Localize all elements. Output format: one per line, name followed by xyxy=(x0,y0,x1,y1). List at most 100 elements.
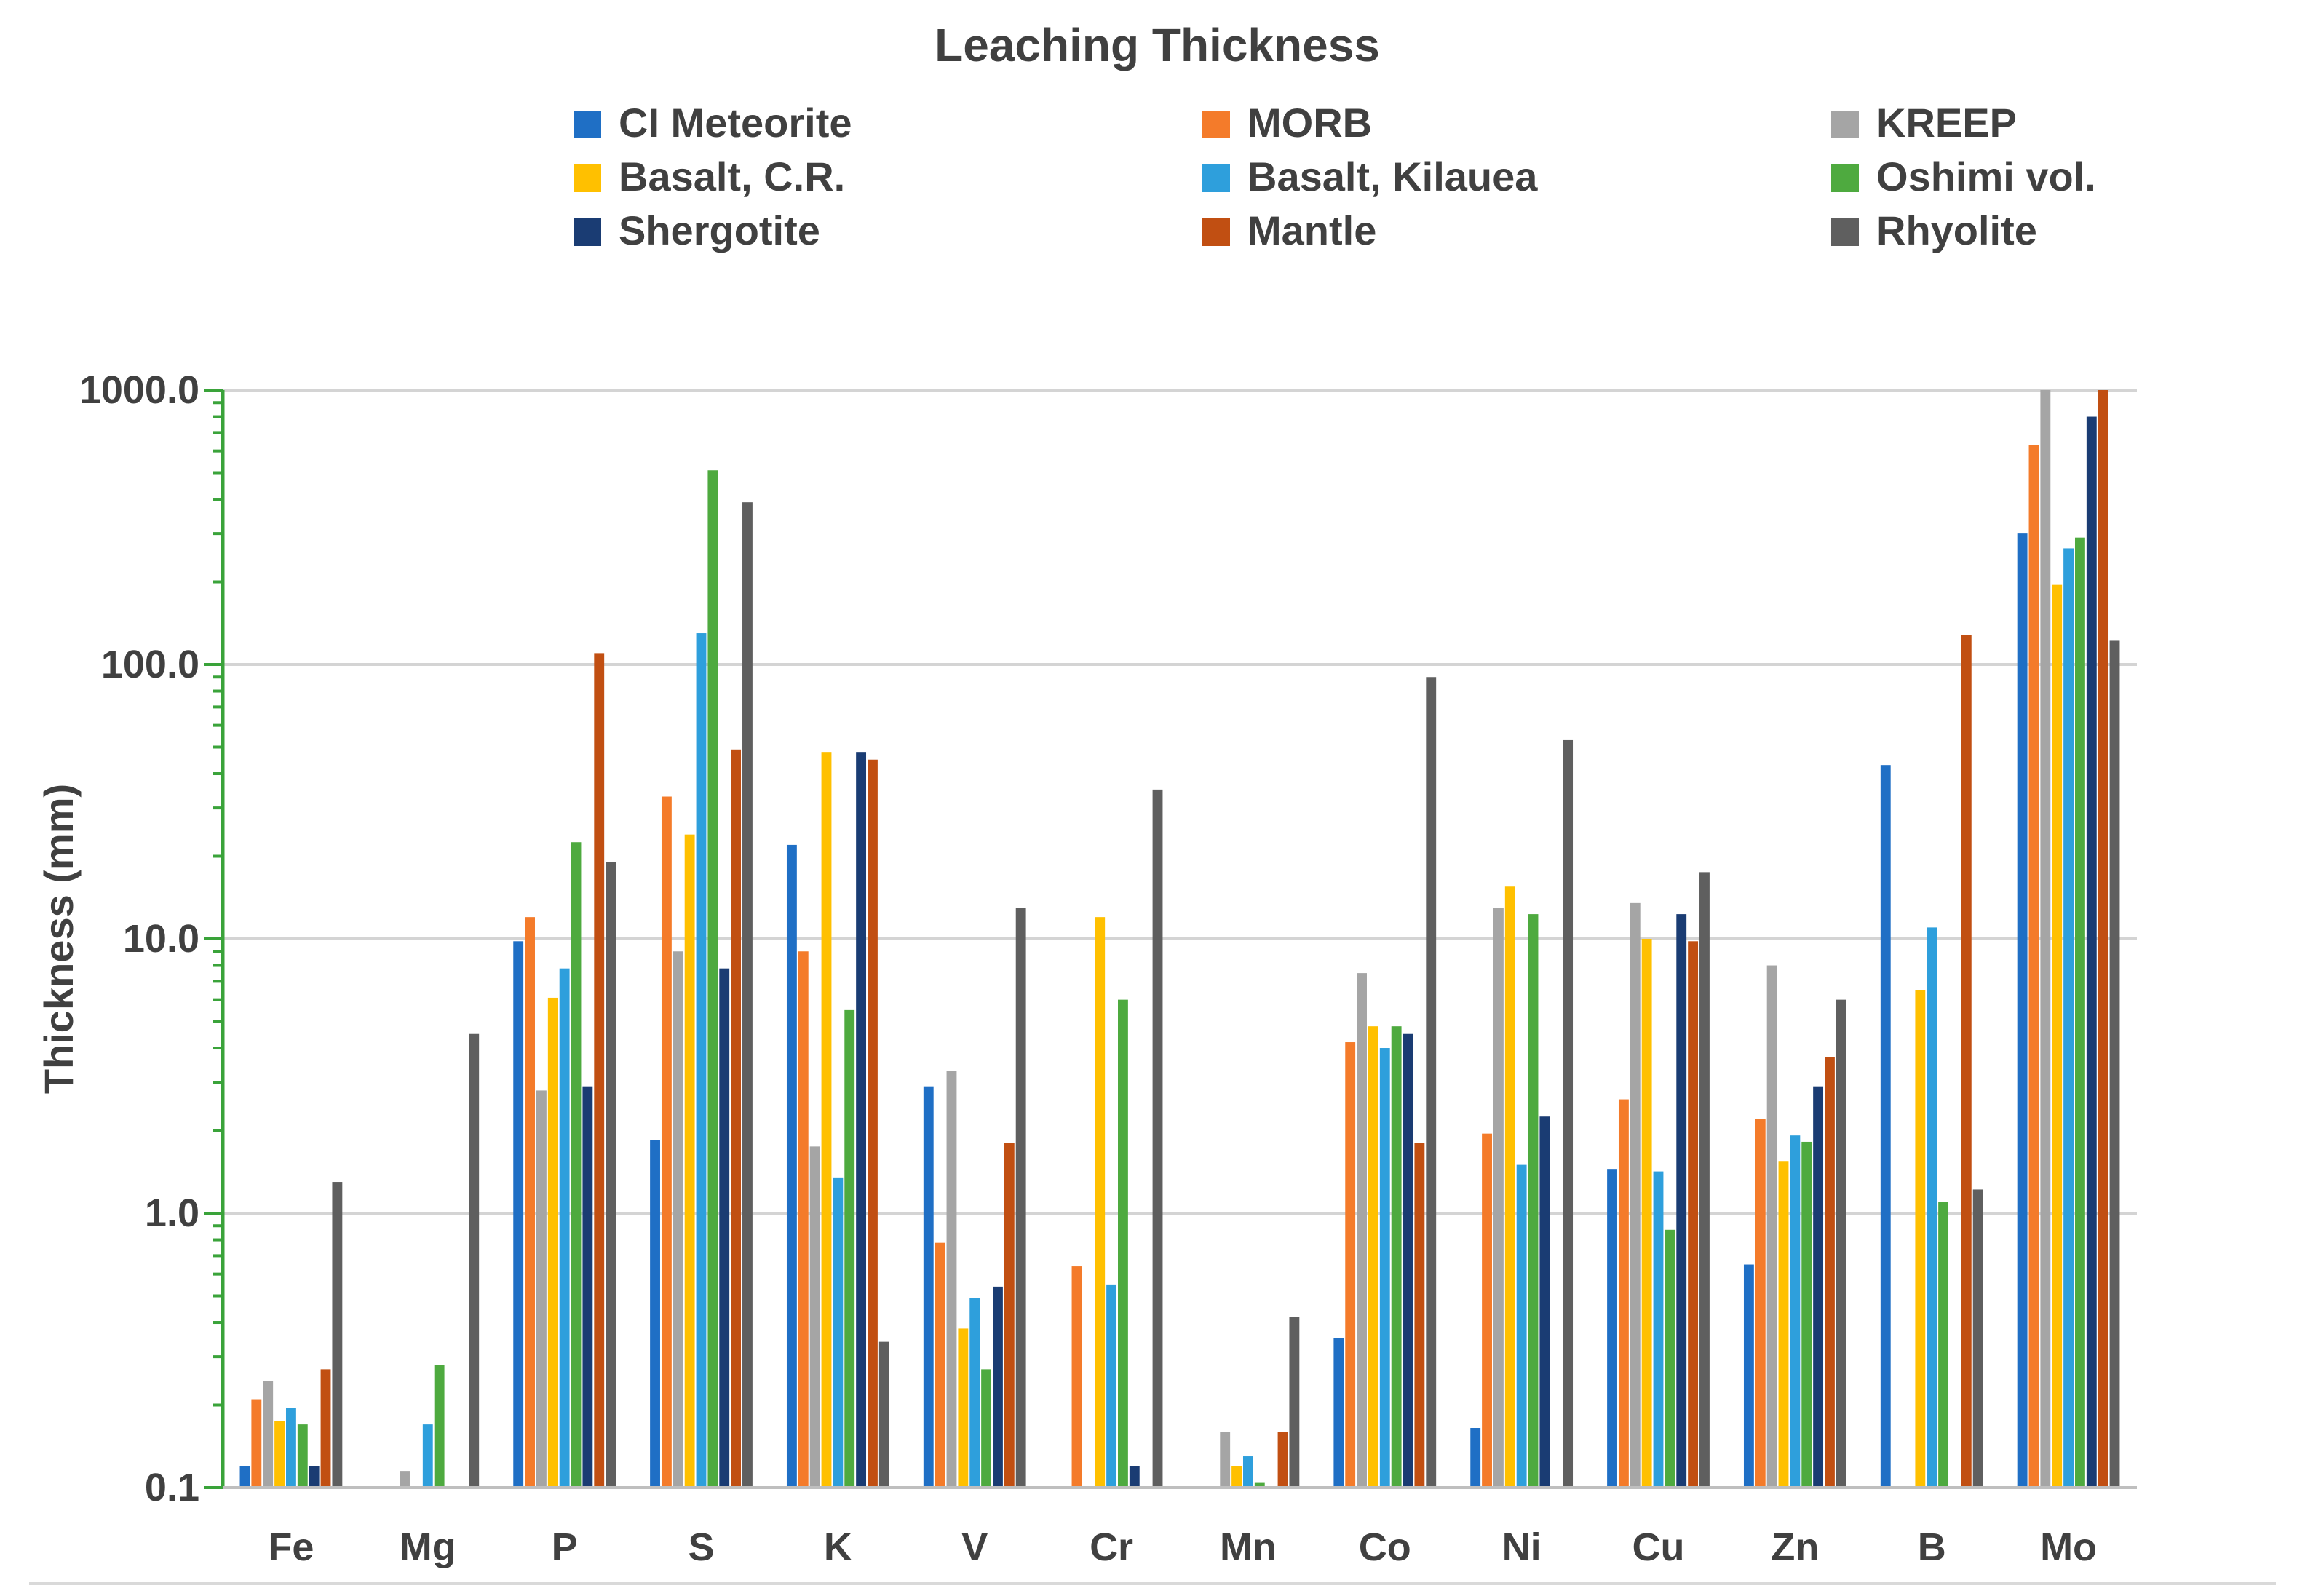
bar-p-shergotite xyxy=(582,1086,593,1488)
bar-group-k xyxy=(786,752,889,1488)
bars xyxy=(239,390,2120,1488)
x-tick-label: Co xyxy=(1359,1525,1411,1569)
bar-p-basalt-kilauea xyxy=(559,968,570,1488)
bar-k-rhyolite xyxy=(878,1341,889,1488)
bar-group-fe xyxy=(239,1182,343,1488)
legend-label: Basalt, C.R. xyxy=(619,154,845,199)
bar-mo-morb xyxy=(2028,445,2039,1488)
bar-mo-ci-meteorite xyxy=(2017,533,2028,1488)
bar-zn-oshimi-vol xyxy=(1801,1141,1812,1488)
bar-mo-shergotite xyxy=(2086,416,2097,1488)
legend-swatch xyxy=(574,218,601,246)
x-tick-label: B xyxy=(1918,1525,1946,1569)
legend-swatch xyxy=(1202,111,1230,138)
bar-k-basalt-kilauea xyxy=(833,1177,844,1488)
bar-group-v xyxy=(923,908,1026,1488)
bar-cu-mantle xyxy=(1688,941,1699,1488)
x-tick-label: Mg xyxy=(400,1525,456,1569)
bar-s-morb xyxy=(661,796,672,1488)
bar-p-morb xyxy=(525,917,535,1488)
bar-v-ci-meteorite xyxy=(923,1086,934,1488)
bar-group-zn xyxy=(1743,965,1846,1488)
bar-group-b xyxy=(1880,635,1983,1488)
bar-b-basalt-kilauea xyxy=(1927,927,1937,1488)
bar-ni-shergotite xyxy=(1539,1116,1550,1488)
bar-s-kreep xyxy=(673,951,683,1488)
bar-mg-rhyolite xyxy=(469,1033,480,1488)
bar-group-cu xyxy=(1607,872,1710,1488)
bar-zn-shergotite xyxy=(1813,1086,1824,1488)
bar-cr-basalt-c-r xyxy=(1095,917,1106,1488)
bar-s-basalt-c-r xyxy=(684,834,695,1488)
bar-mn-oshimi-vol xyxy=(1254,1482,1265,1488)
legend-item-shergotite: Shergotite xyxy=(574,207,820,253)
bar-mn-basalt-kilauea xyxy=(1242,1456,1253,1488)
bar-cu-oshimi-vol xyxy=(1665,1229,1675,1488)
bar-fe-morb xyxy=(251,1399,262,1488)
bar-fe-basalt-c-r xyxy=(274,1421,285,1488)
bar-mo-oshimi-vol xyxy=(2075,537,2085,1488)
bar-p-oshimi-vol xyxy=(571,842,582,1488)
bar-ni-kreep xyxy=(1493,908,1504,1488)
y-tick-label: 0.1 xyxy=(145,1466,199,1509)
x-tick-label: P xyxy=(552,1525,578,1569)
legend-item-morb: MORB xyxy=(1202,100,1372,146)
bar-co-ci-meteorite xyxy=(1333,1338,1344,1488)
legend-item-basalt-c-r: Basalt, C.R. xyxy=(574,154,845,199)
legend-label: Mantle xyxy=(1247,207,1376,253)
bar-s-shergotite xyxy=(719,968,730,1488)
bar-co-kreep xyxy=(1357,973,1367,1488)
legend-label: Shergotite xyxy=(619,207,820,253)
legend-swatch xyxy=(1202,164,1230,192)
bar-co-basalt-c-r xyxy=(1368,1026,1378,1488)
x-axis: Fe Mg P S K V Cr Mn Co Ni Cu Zn B Mo xyxy=(29,1486,2276,1585)
bar-zn-mantle xyxy=(1825,1057,1835,1488)
x-tick-label: Cr xyxy=(1090,1525,1133,1569)
bar-cu-basalt-c-r xyxy=(1641,939,1652,1488)
bar-zn-ci-meteorite xyxy=(1743,1264,1754,1488)
bar-cr-shergotite xyxy=(1129,1466,1140,1488)
bar-b-rhyolite xyxy=(1972,1189,1983,1488)
legend-swatch xyxy=(1831,164,1859,192)
bar-p-mantle xyxy=(594,653,605,1488)
bar-group-co xyxy=(1333,677,1437,1488)
bar-zn-basalt-kilauea xyxy=(1790,1135,1801,1488)
bar-s-mantle xyxy=(731,749,742,1488)
legend-swatch xyxy=(1202,218,1230,246)
bar-v-basalt-c-r xyxy=(958,1328,969,1488)
legend-label: CI Meteorite xyxy=(619,100,852,146)
bar-cu-rhyolite xyxy=(1699,872,1710,1488)
bar-mn-kreep xyxy=(1220,1432,1231,1488)
bar-fe-ci-meteorite xyxy=(239,1466,250,1488)
bar-zn-basalt-c-r xyxy=(1778,1161,1789,1488)
legend-swatch xyxy=(1831,111,1859,138)
bar-mo-basalt-kilauea xyxy=(2063,548,2074,1488)
legend-item-ci-meteorite: CI Meteorite xyxy=(574,100,852,146)
bar-mo-mantle xyxy=(2098,390,2108,1488)
x-tick-label: Cu xyxy=(1632,1525,1685,1569)
bar-mg-basalt-kilauea xyxy=(422,1424,433,1488)
legend-swatch xyxy=(1831,218,1859,246)
bar-group-ni xyxy=(1470,739,1574,1488)
bar-b-mantle xyxy=(1961,635,1972,1488)
y-axis: 1000.0 100.0 10.0 1.0 0.1 xyxy=(79,368,225,1509)
bar-cu-shergotite xyxy=(1676,914,1687,1488)
bar-cu-kreep xyxy=(1630,902,1641,1488)
bar-k-shergotite xyxy=(856,752,867,1488)
bar-v-morb xyxy=(935,1242,945,1488)
x-tick-label: V xyxy=(961,1525,988,1569)
bar-fe-oshimi-vol xyxy=(297,1424,308,1488)
bar-mn-basalt-c-r xyxy=(1231,1466,1242,1488)
bar-s-rhyolite xyxy=(742,502,753,1488)
legend-label: Rhyolite xyxy=(1876,207,2037,253)
bar-co-mantle xyxy=(1414,1143,1425,1488)
bar-cu-basalt-kilauea xyxy=(1653,1171,1664,1488)
x-tick-label: Mn xyxy=(1220,1525,1277,1569)
y-tick-label: 1000.0 xyxy=(79,368,199,412)
bar-k-basalt-c-r xyxy=(821,752,832,1488)
bar-group-mo xyxy=(2017,390,2120,1488)
x-tick-label: Fe xyxy=(268,1525,314,1569)
legend-item-mantle: Mantle xyxy=(1202,207,1376,253)
bar-ni-morb xyxy=(1482,1133,1492,1488)
